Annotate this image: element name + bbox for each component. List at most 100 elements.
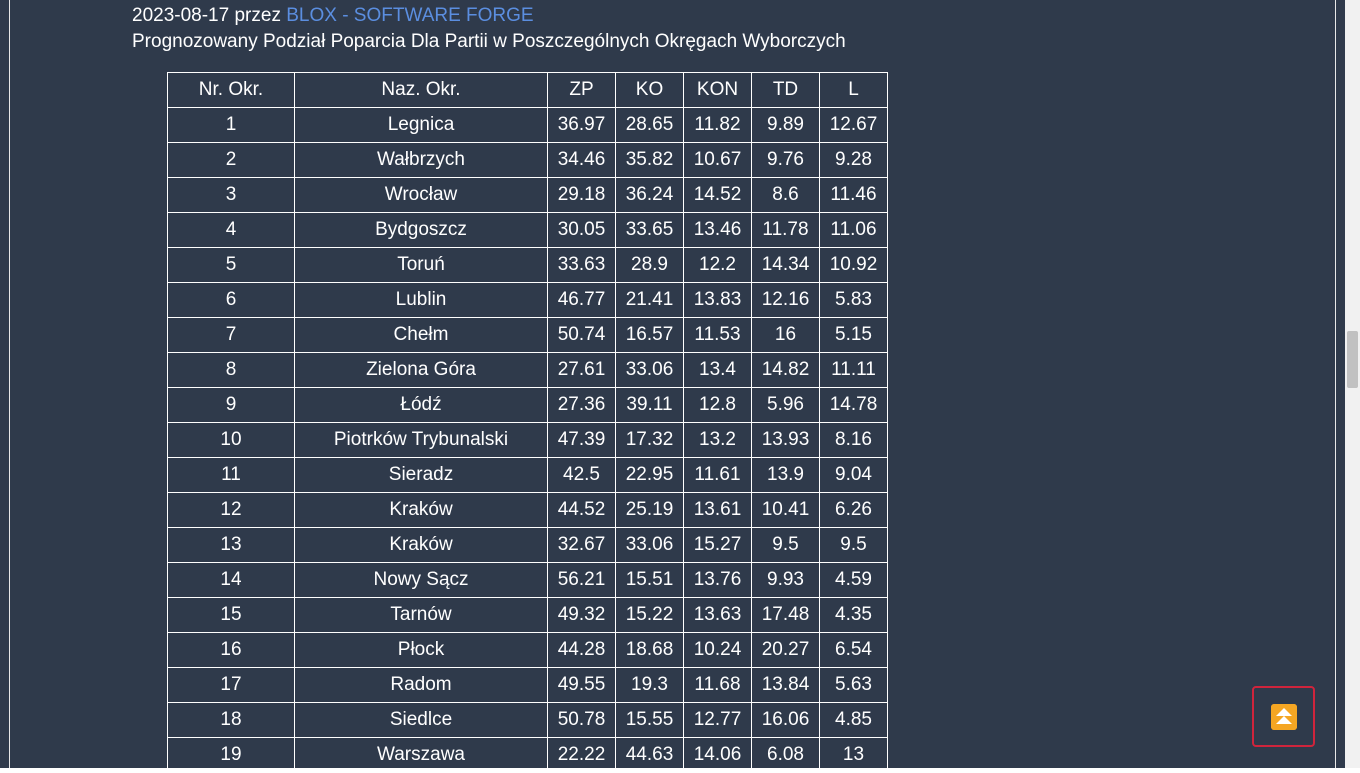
- table-body: 1 Legnica 36.97 28.65 11.82 9.89 12.67 2 Wałbrzy…: [167, 107, 888, 773]
- table-row: 14 Nowy Sącz 56.21 15.51 13.76 9.93 4.59: [167, 562, 888, 598]
- table-cell: 21.41: [615, 282, 684, 318]
- table-cell: 56.21: [547, 562, 616, 598]
- table-cell: 10.67: [683, 142, 752, 178]
- table-cell: 17.32: [615, 422, 684, 458]
- table-cell: Sieradz: [294, 457, 548, 493]
- table-cell: 44.52: [547, 492, 616, 528]
- table-row: 9 Łódź 27.36 39.11 12.8 5.96 14.78: [167, 387, 888, 423]
- table-row: 2 Wałbrzych 34.46 35.82 10.67 9.76 9.28: [167, 142, 888, 178]
- post-meta: 2023-08-17 przez BLOX - SOFTWARE FORGE: [132, 5, 534, 27]
- table-cell: 4: [167, 212, 295, 248]
- table-cell: 9.93: [751, 562, 820, 598]
- table-row: 10 Piotrków Trybunalski 47.39 17.32 13.2 13.9…: [167, 422, 888, 458]
- table-cell: 12.8: [683, 387, 752, 423]
- table-cell: 18.68: [615, 632, 684, 668]
- table-cell: 14: [167, 562, 295, 598]
- table-cell: Lublin: [294, 282, 548, 318]
- table-cell: 28.9: [615, 247, 684, 283]
- table-cell: 33.06: [615, 352, 684, 388]
- table-cell: 13.46: [683, 212, 752, 248]
- table-cell: 36.97: [547, 107, 616, 143]
- scrollbar-thumb[interactable]: [1347, 331, 1358, 388]
- table-cell: Wrocław: [294, 177, 548, 213]
- table-cell: 34.46: [547, 142, 616, 178]
- table-cell: 10.92: [819, 247, 888, 283]
- table-cell: 5.63: [819, 667, 888, 703]
- table-row: 12 Kraków 44.52 25.19 13.61 10.41 6.26: [167, 492, 888, 528]
- table-cell: Płock: [294, 632, 548, 668]
- table-row: 18 Siedlce 50.78 15.55 12.77 16.06 4.85: [167, 702, 888, 738]
- post-subtitle: Prognozowany Podział Poparcia Dla Partii…: [132, 31, 846, 52]
- table-cell: Legnica: [294, 107, 548, 143]
- table-cell: Bydgoszcz: [294, 212, 548, 248]
- table-cell: 1: [167, 107, 295, 143]
- table-cell: 9: [167, 387, 295, 423]
- table-cell: 13.9: [751, 457, 820, 493]
- table-cell: 27.61: [547, 352, 616, 388]
- column-header: L: [819, 72, 888, 108]
- table-cell: 11.78: [751, 212, 820, 248]
- column-header: KON: [683, 72, 752, 108]
- vertical-scrollbar[interactable]: [1345, 0, 1360, 768]
- table-cell: 16.57: [615, 317, 684, 353]
- post-author-link[interactable]: BLOX - SOFTWARE FORGE: [286, 5, 534, 26]
- table-row: 4 Bydgoszcz 30.05 33.65 13.46 11.78 11.06: [167, 212, 888, 248]
- table-cell: Toruń: [294, 247, 548, 283]
- table-cell: 8: [167, 352, 295, 388]
- table-cell: Kraków: [294, 527, 548, 563]
- table-cell: Łódź: [294, 387, 548, 423]
- table-cell: 3: [167, 177, 295, 213]
- table-row: 19 Warszawa 22.22 44.63 14.06 6.08 13: [167, 737, 888, 773]
- column-header: ZP: [547, 72, 616, 108]
- table-cell: 5.15: [819, 317, 888, 353]
- table-cell: 33.63: [547, 247, 616, 283]
- table-cell: 27.36: [547, 387, 616, 423]
- table-cell: 39.11: [615, 387, 684, 423]
- table-cell: 28.65: [615, 107, 684, 143]
- table-cell: 9.89: [751, 107, 820, 143]
- table-cell: 14.78: [819, 387, 888, 423]
- table-cell: 6.08: [751, 737, 820, 773]
- table-cell: 17.48: [751, 597, 820, 633]
- table-row: 8 Zielona Góra 27.61 33.06 13.4 14.82 11.11: [167, 352, 888, 388]
- table-row: 13 Kraków 32.67 33.06 15.27 9.5 9.5: [167, 527, 888, 563]
- table-cell: Kraków: [294, 492, 548, 528]
- table-cell: 13.61: [683, 492, 752, 528]
- table-cell: 19: [167, 737, 295, 773]
- double-chevron-up-icon: [1270, 703, 1297, 730]
- table-cell: 12.16: [751, 282, 820, 318]
- table-cell: 32.67: [547, 527, 616, 563]
- column-header: Nr. Okr.: [167, 72, 295, 108]
- table-row: 15 Tarnów 49.32 15.22 13.63 17.48 4.35: [167, 597, 888, 633]
- table-cell: 11.82: [683, 107, 752, 143]
- content-frame-left-border: [9, 0, 10, 768]
- table-cell: 9.28: [819, 142, 888, 178]
- table-cell: 12: [167, 492, 295, 528]
- table-cell: 13.93: [751, 422, 820, 458]
- table-cell: Nowy Sącz: [294, 562, 548, 598]
- table-cell: 50.74: [547, 317, 616, 353]
- table-cell: 15.27: [683, 527, 752, 563]
- back-to-top-button[interactable]: [1252, 686, 1315, 747]
- column-header: KO: [615, 72, 684, 108]
- table-row: 11 Sieradz 42.5 22.95 11.61 13.9 9.04: [167, 457, 888, 493]
- content-frame-right-border: [1335, 0, 1336, 768]
- table-cell: 4.35: [819, 597, 888, 633]
- table-cell: 19.3: [615, 667, 684, 703]
- table-cell: Wałbrzych: [294, 142, 548, 178]
- table-cell: 9.76: [751, 142, 820, 178]
- table-cell: 9.5: [819, 527, 888, 563]
- table-cell: 16.06: [751, 702, 820, 738]
- table-cell: 11.06: [819, 212, 888, 248]
- table-cell: 11: [167, 457, 295, 493]
- table-row: 17 Radom 49.55 19.3 11.68 13.84 5.63: [167, 667, 888, 703]
- table-cell: Piotrków Trybunalski: [294, 422, 548, 458]
- table-cell: Warszawa: [294, 737, 548, 773]
- table-cell: 22.95: [615, 457, 684, 493]
- table-cell: 11.11: [819, 352, 888, 388]
- table-cell: 5: [167, 247, 295, 283]
- table-cell: 12.67: [819, 107, 888, 143]
- table-cell: Chełm: [294, 317, 548, 353]
- table-cell: 2: [167, 142, 295, 178]
